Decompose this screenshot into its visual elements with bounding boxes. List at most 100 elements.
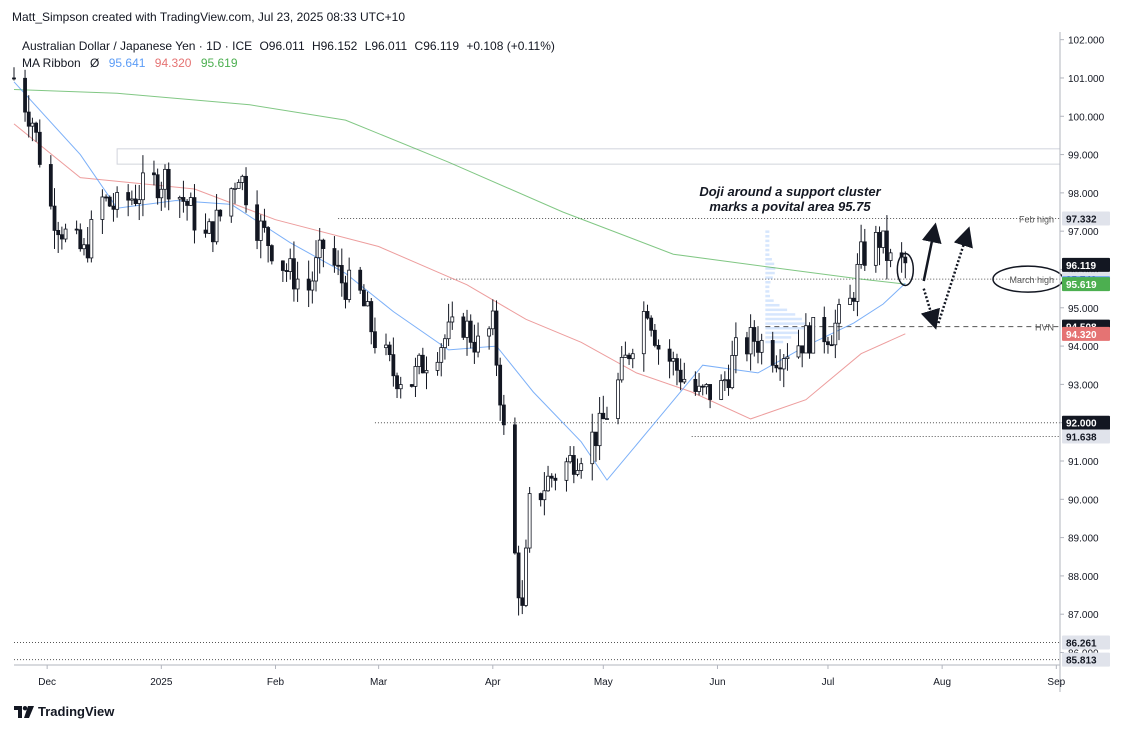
candle-body <box>833 322 838 346</box>
candle-body <box>770 340 775 366</box>
candle-body <box>619 357 624 381</box>
price-tag-bg <box>1062 277 1110 292</box>
candle-body <box>590 431 595 465</box>
volume-profile-bar <box>765 317 802 321</box>
candle-body <box>549 475 554 479</box>
price-tick-label: 89.000 <box>1068 534 1099 545</box>
candle-body <box>745 337 749 355</box>
volume-profile-bar <box>765 285 770 289</box>
candle-body <box>498 364 503 406</box>
candle-body <box>568 455 573 463</box>
ohlc-low: L96.011 <box>364 39 408 53</box>
volume-profile-bar <box>765 322 806 325</box>
candle-body <box>295 278 300 290</box>
ohlc-change: +0.108 (+0.11%) <box>466 39 555 53</box>
volume-profile-bar <box>765 308 788 312</box>
candle-body <box>229 188 234 217</box>
candle-body <box>571 455 576 475</box>
candle-body <box>59 234 64 240</box>
candle-body <box>851 297 856 302</box>
candle-body <box>269 245 274 262</box>
price-tick-label: 91.000 <box>1068 457 1099 468</box>
candle-body <box>56 230 61 236</box>
price-tick-label: 101.000 <box>1068 74 1105 85</box>
chart-legend: Australian Dollar / Japanese Yen · 1D · … <box>22 38 555 72</box>
annotation-text: Doji around a support cluster marks a po… <box>680 184 900 214</box>
volume-profile-bar <box>765 262 775 266</box>
candle-body <box>656 344 661 350</box>
time-tick-label: Dec <box>38 677 56 688</box>
candle-body <box>859 241 864 265</box>
candle-body <box>597 412 602 447</box>
candle-body <box>667 348 672 362</box>
time-axis-labels: Dec 2025 Feb Mar Apr May Jun Jul Aug Sep <box>38 665 1066 688</box>
candle-body <box>807 325 812 354</box>
ma-slow-line <box>13 89 906 285</box>
footer-brand: TradingView <box>38 704 115 719</box>
price-tick-label: 90.000 <box>1068 495 1099 506</box>
candle-body <box>446 321 451 340</box>
ma-ribbon-label: MA Ribbon <box>22 56 81 70</box>
ma-ribbon-row: MA Ribbon Ø 95.641 94.320 95.619 <box>22 55 555 72</box>
candle-body <box>115 192 120 210</box>
candle-body <box>465 320 469 338</box>
volume-profile-bar <box>765 244 770 247</box>
candle-body <box>726 379 731 389</box>
price-tag-bg <box>1062 415 1110 430</box>
candle-body <box>443 338 447 348</box>
candle-body <box>516 552 521 599</box>
tradingview-footer: TradingView <box>14 704 114 719</box>
candle-body <box>129 198 134 201</box>
candle-body <box>185 201 190 206</box>
candle-body <box>472 341 477 353</box>
candle-body <box>365 301 370 307</box>
candle-body <box>697 385 701 392</box>
price-tag-label: 91.638 <box>1066 433 1097 444</box>
candle-body <box>748 327 753 355</box>
candle-body <box>542 490 547 501</box>
candle-body <box>888 252 893 261</box>
time-tick-label: Aug <box>933 677 951 688</box>
candle-body <box>826 341 830 346</box>
candle-body <box>700 385 705 388</box>
candle-body <box>155 174 160 199</box>
candle-body <box>884 230 889 261</box>
candle-body <box>605 418 609 420</box>
candle-body <box>546 475 550 492</box>
candle-body <box>800 345 805 354</box>
price-axis-labels: 86.00087.00088.00089.00090.00091.00092.0… <box>1060 36 1110 667</box>
candle-body <box>693 378 698 392</box>
candle-body <box>166 168 171 200</box>
candle-body <box>627 354 631 360</box>
candle-body <box>420 354 425 374</box>
candle-body <box>52 205 57 231</box>
candle-body <box>601 412 606 420</box>
candle-body <box>159 188 164 199</box>
candle-body <box>262 220 267 228</box>
candle-body <box>439 347 444 363</box>
candle-body <box>785 356 790 360</box>
price-tag-label: 85.813 <box>1066 656 1097 667</box>
candle-body <box>527 493 532 549</box>
candle-body <box>855 263 860 302</box>
candle-body <box>192 197 197 231</box>
volume-profile-bar <box>765 253 770 256</box>
candle-body <box>623 354 628 358</box>
candle-body <box>719 380 724 400</box>
candle-body <box>347 269 352 300</box>
candles <box>12 67 908 616</box>
candle-body <box>100 196 105 220</box>
candle-body <box>107 196 112 207</box>
volume-profile-bar <box>765 336 792 339</box>
candle-body <box>12 77 16 80</box>
candle-body <box>137 199 142 204</box>
candle-body <box>210 221 215 243</box>
ma-mid-line <box>13 123 906 420</box>
price-tag-bg <box>1062 211 1110 226</box>
range-box <box>116 148 1061 165</box>
candle-body <box>384 344 388 349</box>
price-tag-label: 94.320 <box>1066 330 1097 341</box>
price-tag-label: 97.332 <box>1066 214 1097 225</box>
price-tag-bg <box>1062 635 1110 650</box>
